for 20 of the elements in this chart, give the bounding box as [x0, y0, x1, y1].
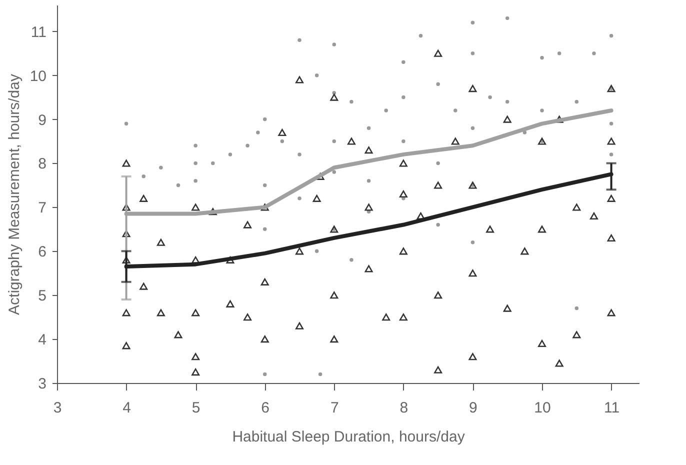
x-tick-label: 8	[400, 400, 408, 416]
y-tick-label: 8	[38, 156, 46, 173]
y-tick-label: 3	[38, 376, 46, 392]
y-tick-label: 4	[38, 332, 46, 349]
y-tick-label: 9	[38, 112, 46, 129]
x-tick-label: 6	[261, 400, 270, 416]
y-tick-label: 7	[38, 200, 46, 217]
x-tick-label: 10	[534, 400, 551, 416]
x-tick-label: 9	[469, 400, 478, 416]
y-tick-label: 5	[38, 288, 46, 305]
y-axis-title: Actigraphy Measurement, hours/day	[6, 74, 23, 315]
y-tick-label: 10	[30, 68, 46, 85]
x-tick-label: 11	[604, 400, 620, 416]
x-axis-title: Habitual Sleep Duration, hours/day	[232, 428, 466, 446]
x-tick-label: 4	[122, 400, 131, 416]
y-tick-label: 11	[30, 24, 46, 41]
x-tick-label: 3	[53, 400, 62, 416]
x-tick-label: 5	[192, 400, 200, 416]
y-tick-label: 6	[38, 244, 46, 261]
x-tick-label: 7	[330, 400, 339, 416]
